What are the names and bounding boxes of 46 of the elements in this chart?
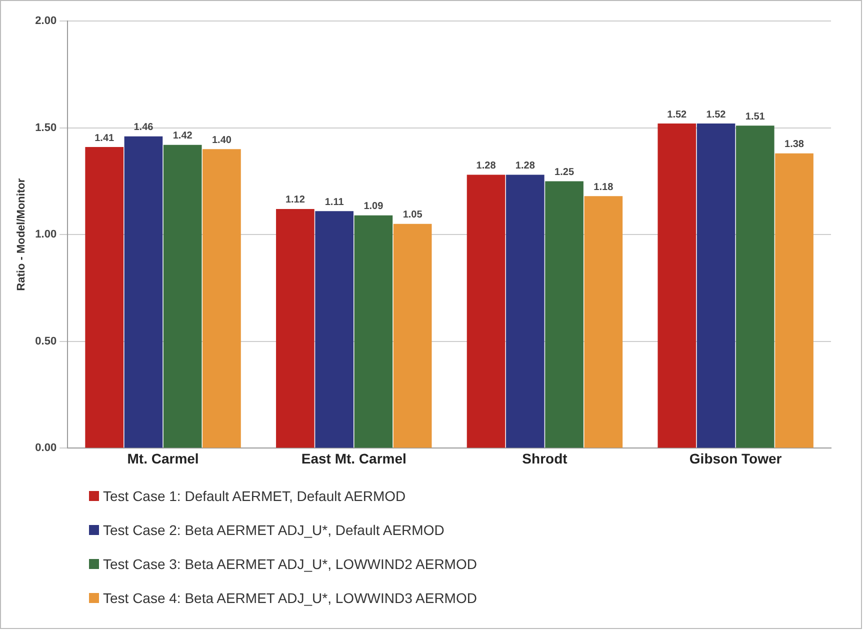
data-label: 1.12 (285, 194, 306, 206)
y-tick-label: 0.50 (35, 335, 57, 348)
bar (584, 196, 623, 448)
data-label: 1.11 (324, 196, 344, 208)
bar (658, 124, 696, 448)
x-tick-label: East Mt. Carmel (301, 450, 406, 466)
data-label: 1.38 (784, 139, 804, 150)
bar (85, 147, 124, 448)
y-tick-label: 1.50 (35, 122, 57, 134)
bar (775, 153, 814, 448)
data-label: 1.05 (402, 210, 423, 221)
bar (696, 124, 736, 448)
data-label: 1.28 (476, 160, 496, 172)
data-label: 1.52 (706, 109, 726, 120)
bar (315, 211, 354, 448)
legend-label: Test Case 2: Beta AERMET ADJ_U*, Default AERMOD (103, 521, 444, 540)
data-label: 1.46 (134, 122, 154, 134)
legend-label: Test Case 3: Beta AERMET ADJ_U*, LOWWIND2 AERMOD (103, 555, 477, 574)
bar (354, 215, 393, 448)
x-tick-label: Gibson Tower (689, 450, 782, 466)
bar (545, 181, 584, 448)
y-tick-label: 1.00 (35, 228, 57, 241)
legend-label: Test Case 4: Beta AERMET ADJ_U*, LOWWIND3 AERMOD (103, 589, 477, 608)
bar (276, 208, 314, 448)
x-tick-label: Shrodt (522, 450, 568, 466)
data-label: 1.51 (745, 111, 766, 122)
data-label: 1.42 (172, 130, 193, 142)
x-tick-label: Mt. Carmel (127, 450, 199, 466)
data-label: 1.52 (667, 109, 688, 120)
y-tick-label: 0.00 (35, 442, 57, 454)
bar (393, 224, 432, 448)
legend-label: Test Case 1: Default AERMET, Default AERMOD (103, 487, 406, 506)
bar (202, 149, 241, 448)
bar (736, 126, 774, 448)
data-label: 1.18 (594, 182, 614, 193)
y-tick-label: 2.00 (35, 15, 57, 28)
data-label: 1.09 (364, 201, 384, 212)
data-label: 1.28 (515, 160, 536, 172)
data-label: 1.41 (94, 132, 115, 144)
data-label: 1.40 (212, 134, 232, 146)
bar (124, 136, 163, 448)
bar (163, 144, 202, 448)
y-axis-title: Ratio - Model/Monitor (16, 178, 28, 291)
bar (466, 174, 506, 448)
data-label: 1.25 (554, 166, 574, 178)
bar (506, 174, 544, 448)
